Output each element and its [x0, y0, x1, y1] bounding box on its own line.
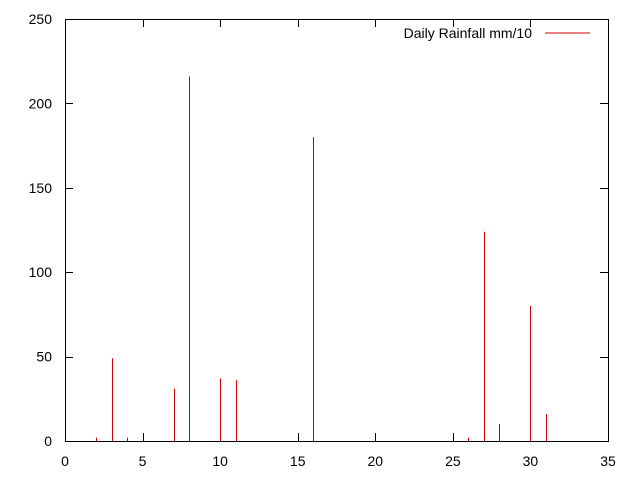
x-tick-label: 35: [600, 453, 616, 469]
x-tick-label: 10: [212, 453, 228, 469]
y-tick-label: 150: [29, 180, 53, 196]
x-tick-label: 15: [290, 453, 306, 469]
legend: Daily Rainfall mm/10: [404, 25, 590, 41]
y-tick-label: 250: [29, 11, 53, 27]
plot-border: [65, 19, 609, 442]
y-tick-label: 200: [29, 95, 53, 111]
y-tick-label: 50: [36, 349, 52, 365]
x-tick-label: 30: [523, 453, 539, 469]
plot-frame: [65, 19, 609, 442]
x-tick-label: 5: [139, 453, 147, 469]
y-axis: 0 50 100 150 200 250: [29, 11, 608, 449]
x-tick-label: 25: [445, 453, 461, 469]
x-tick-label: 20: [367, 453, 383, 469]
y-tick-label: 100: [29, 264, 53, 280]
legend-label: Daily Rainfall mm/10: [404, 25, 533, 41]
series-bars: [96, 76, 547, 441]
y-tick-label: 0: [44, 433, 52, 449]
x-axis: 0 5 10 15 20 25 30 35: [61, 19, 616, 469]
x-tick-label: 0: [61, 453, 69, 469]
